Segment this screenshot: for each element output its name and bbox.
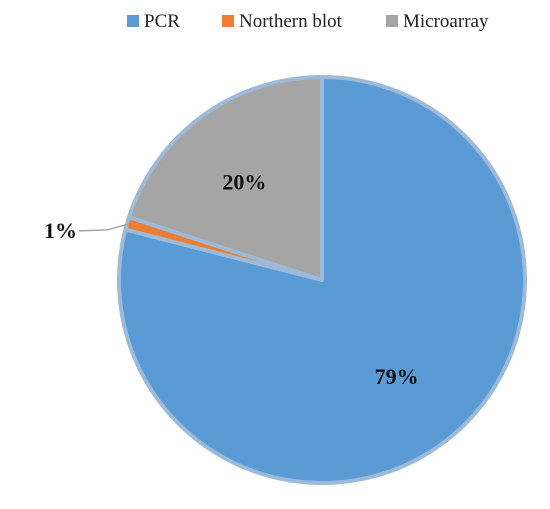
data-label-pcr: 79% [375, 364, 419, 389]
data-labels: 79% 1% 20% [44, 169, 419, 389]
legend-label-northern-blot: Northern blot [239, 11, 343, 32]
pie-slices [117, 75, 527, 485]
legend-swatch-northern-blot [222, 15, 234, 27]
data-label-northern-blot: 1% [44, 218, 77, 243]
legend-label-microarray: Microarray [403, 11, 489, 32]
pie-slice-microarray [126, 75, 324, 282]
legend-swatch-pcr [127, 15, 139, 27]
legend: PCR Northern blot Microarray [127, 11, 489, 32]
leader-lines [78, 223, 130, 232]
data-label-microarray: 20% [222, 169, 266, 194]
legend-swatch-microarray [386, 15, 398, 27]
leader-line-northern-blot [78, 223, 130, 232]
legend-label-pcr: PCR [144, 11, 180, 32]
